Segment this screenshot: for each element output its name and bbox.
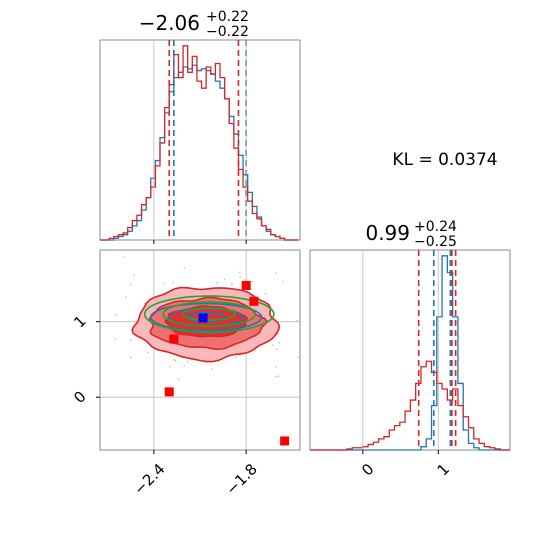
joint-sample-dot xyxy=(304,292,306,294)
marginal-y-frame xyxy=(309,249,511,451)
joint-sample-dot xyxy=(163,282,166,285)
joint-red-square-0 xyxy=(241,280,251,290)
joint-sample-dot xyxy=(210,368,213,371)
joint-sample-dot xyxy=(172,358,175,361)
joint-red-square-4 xyxy=(280,436,290,446)
joint-red-square-3 xyxy=(164,387,174,397)
marginal-histogram-x xyxy=(99,39,301,244)
joint-sample-dot xyxy=(124,296,127,298)
marginal-x-title-minus: −0.22 xyxy=(206,24,249,40)
marginal-y-title-value: 0.99 xyxy=(365,221,410,245)
marginal-y-tick-label-1: 1 xyxy=(434,460,453,479)
joint-sample-dot xyxy=(183,364,186,367)
joint-sample-dot xyxy=(274,375,277,378)
joint-sample-dot xyxy=(238,271,241,274)
joint-sample-dot xyxy=(186,360,189,363)
joint-xtick-label-0: −2.4 xyxy=(130,460,168,498)
marginal-y-series-0 xyxy=(310,255,510,451)
joint-sample-dot xyxy=(216,281,219,284)
joint-sample-dot xyxy=(275,272,277,274)
joint-contour-7 xyxy=(162,301,257,327)
marginal-x-title-value: −2.06 xyxy=(139,11,200,35)
joint-sample-dot xyxy=(147,351,149,354)
joint-sample-dot xyxy=(174,359,177,362)
joint-sample-dot xyxy=(271,344,274,347)
joint-sample-dot xyxy=(254,349,257,352)
joint-sample-dot xyxy=(239,275,242,278)
joint-sample-dot xyxy=(115,313,118,316)
joint-sample-dot xyxy=(275,366,278,368)
joint-red-square-1 xyxy=(249,296,259,306)
joint-ytick-label-1: 1 xyxy=(70,312,89,331)
joint-sample-dot xyxy=(143,302,146,305)
joint-sample-dot xyxy=(231,283,233,285)
joint-sample-dot xyxy=(235,356,237,359)
joint-sample-dot xyxy=(130,339,133,341)
marginal-x-frame xyxy=(99,39,301,241)
joint-contour-8 xyxy=(182,307,237,321)
marginal-y-title-minus: −0.25 xyxy=(414,234,457,250)
joint-red-square-2 xyxy=(169,334,179,344)
joint-sample-dot xyxy=(114,338,117,341)
joint-sample-dot xyxy=(172,281,175,284)
marginal-y-tick-label-0: 0 xyxy=(358,460,377,479)
joint-frame xyxy=(99,249,301,451)
joint-sample-dot xyxy=(264,293,267,295)
marginal-y-series-1 xyxy=(310,360,510,451)
joint-sample-dot xyxy=(133,274,135,277)
joint-sample-dot xyxy=(129,356,132,359)
joint-sample-dot xyxy=(277,375,280,378)
joint-sample-dot xyxy=(177,378,180,380)
joint-sample-dot xyxy=(251,280,254,283)
marginal-y-title-plus: +0.24 xyxy=(414,219,457,235)
joint-sample-dot xyxy=(97,401,99,403)
joint-sample-dot xyxy=(296,319,298,322)
joint-sample-dot xyxy=(275,348,278,351)
joint-sample-dot xyxy=(129,283,132,286)
joint-sample-dot xyxy=(122,256,125,259)
marginal-x-series-1 xyxy=(100,45,299,241)
joint-sample-dot xyxy=(278,341,281,344)
joint-sample-dot xyxy=(223,278,226,281)
marginal-x-title-plus: +0.22 xyxy=(206,9,249,25)
joint-sample-dot xyxy=(184,247,186,249)
joint-contour-panel: −2.4 −1.8 0 1 xyxy=(70,247,306,499)
joint-sample-dot xyxy=(282,280,285,283)
kl-label: KL = 0.0374 xyxy=(392,150,497,170)
joint-sample-dot xyxy=(297,356,300,358)
joint-ytick-label-0: 0 xyxy=(70,387,89,406)
joint-blue-point xyxy=(198,313,208,323)
joint-plot-area xyxy=(97,247,306,450)
joint-xtick-label-1: −1.8 xyxy=(222,460,260,498)
marginal-x-series-0 xyxy=(100,64,299,241)
joint-contour-3 xyxy=(149,302,263,332)
joint-sample-dot xyxy=(183,266,186,269)
joint-contour-6 xyxy=(143,295,275,334)
joint-sample-dot xyxy=(169,366,171,368)
